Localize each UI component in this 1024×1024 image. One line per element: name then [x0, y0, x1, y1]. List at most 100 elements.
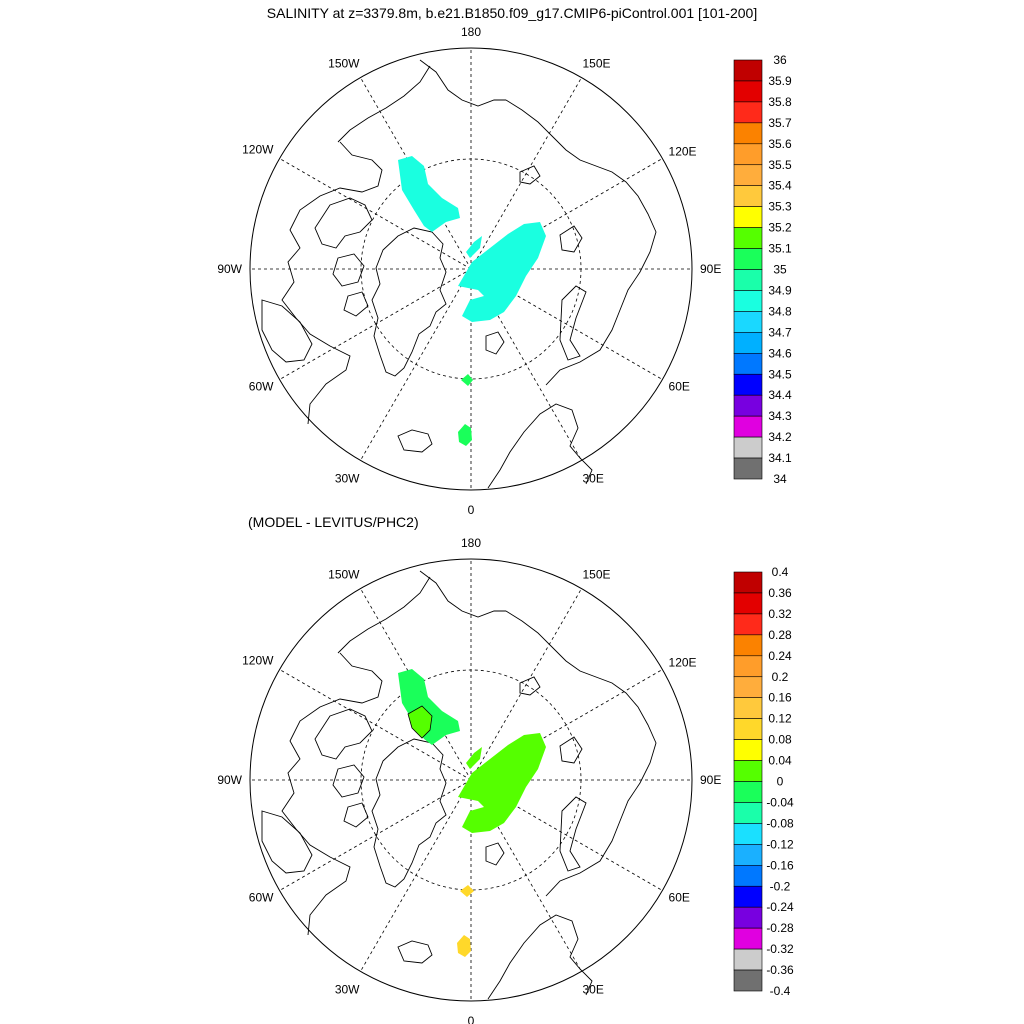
- alaska-chukotka-coast: [419, 59, 506, 107]
- meridian-lon-60w: [279, 779, 472, 891]
- colorbar-swatch: [733, 290, 763, 312]
- colorbar-swatch: [733, 206, 763, 228]
- colorbar-label: 34.1: [768, 451, 792, 465]
- colorbar-label: -0.24: [766, 900, 794, 914]
- latitude-circle-80n: [360, 669, 582, 891]
- canadian-archipelago: [314, 197, 373, 317]
- colorbar-swatch: [733, 80, 763, 103]
- eurasian-basin-deep-water: [458, 222, 546, 322]
- colorbar-swatch: [733, 332, 763, 354]
- new-siberian-islands: [519, 676, 541, 696]
- label-lon-120w: 120W: [242, 654, 274, 668]
- label-lon-0: 0: [468, 1014, 475, 1024]
- longitude-labels: 180 150E 120E 90E 60E 30E 0 30W 60W 90W 120W 150W: [217, 25, 721, 517]
- label-lon-150w: 150W: [328, 56, 360, 70]
- colorbar-label: 34.6: [768, 346, 792, 360]
- colorbar-swatch: [733, 592, 763, 615]
- colorbar-label: 36: [773, 53, 787, 67]
- colorbar-swatch: [733, 697, 763, 719]
- iceland: [397, 429, 433, 453]
- iceland: [397, 940, 433, 964]
- colorbar-swatch: [733, 844, 763, 866]
- canadian-archipelago: [314, 708, 373, 828]
- colorbar-swatch: [733, 185, 763, 207]
- land-outlines: [261, 570, 657, 1000]
- colorbar-swatch: [733, 906, 763, 929]
- svalbard: [485, 331, 505, 355]
- colorbar-swatch: [733, 676, 763, 699]
- colorbar-swatch: [733, 415, 763, 438]
- colorbar-label: 0.32: [768, 607, 792, 621]
- colorbar-label: 34.8: [768, 304, 792, 318]
- colorbar-label: 0.24: [768, 649, 792, 663]
- colorbar-label: 34.7: [768, 325, 792, 339]
- colorbar-label: -0.36: [766, 963, 794, 977]
- colorbar-label: -0.04: [766, 795, 794, 809]
- colorbar-label: 35.4: [768, 179, 792, 193]
- colorbar-swatch: [733, 613, 763, 636]
- difference-panel: 180 150E 120E 90E 60E 30E 0 30W 60W 90W 120W 150W 0…: [217, 536, 794, 1024]
- colorbar-swatch: [733, 373, 763, 396]
- siberia-coast: [505, 610, 657, 897]
- data-regions: [398, 669, 546, 957]
- label-lon-120w: 120W: [242, 143, 274, 157]
- canada-basin-inner-anomaly: [407, 705, 433, 739]
- north-america-coast: [281, 652, 383, 936]
- colorbar-swatch: [733, 802, 763, 824]
- colorbar-swatch: [733, 143, 763, 166]
- label-lon-150e: 150E: [583, 56, 611, 70]
- label-lon-90w: 90W: [217, 773, 242, 787]
- colorbar-swatch: [733, 969, 763, 992]
- meridian-lon-60w: [279, 268, 472, 380]
- difference-panel-title: (MODEL - LEVITUS/PHC2): [248, 514, 419, 530]
- colorbar-swatch: [733, 59, 763, 82]
- colorbar-label: 0.2: [772, 670, 789, 684]
- salinity-panel: 180 150E 120E 90E 60E 30E 0 30W 60W 90W 120W 150W 3…: [217, 25, 792, 517]
- alaska-chukotka-coast: [419, 570, 506, 618]
- colorbar-label: 35.3: [768, 200, 792, 214]
- colorbar-swatch: [733, 227, 763, 249]
- colorbar-label: 34.3: [768, 409, 792, 423]
- colorbar-label: 35.1: [768, 242, 792, 256]
- colorbar-swatch: [733, 457, 763, 480]
- colorbar-swatch: [733, 122, 763, 145]
- longitude-labels: 180 150E 120E 90E 60E 30E 0 30W 60W 90W 120W 150W: [217, 536, 721, 1024]
- novaya-zemlya: [559, 285, 587, 361]
- colorbar-swatch: [733, 436, 763, 459]
- colorbar-swatch: [733, 864, 763, 887]
- land-outlines: [261, 59, 657, 489]
- hudson-bay: [261, 299, 313, 363]
- label-lon-180: 180: [461, 25, 481, 39]
- label-lon-0: 0: [468, 503, 475, 517]
- colorbar-swatch: [733, 571, 763, 594]
- colorbar-swatch: [733, 948, 763, 971]
- label-lon-90e: 90E: [700, 262, 721, 276]
- colorbar-label: 34.5: [768, 367, 792, 381]
- label-lon-90w: 90W: [217, 262, 242, 276]
- colorbar-swatch: [733, 823, 763, 845]
- alaska-north-coast: [337, 65, 431, 143]
- novaya-zemlya: [559, 796, 587, 872]
- difference-colorbar: 0.4 0.36 0.32 0.28 0.24 0.2 0.16 0.12 0.08 0.04 0 -…: [733, 565, 794, 998]
- colorbar-swatch: [733, 718, 763, 740]
- label-lon-30w: 30W: [335, 472, 360, 486]
- label-lon-60w: 60W: [249, 380, 274, 394]
- salinity-colorbar: 36 35.9 35.8 35.7 35.6 35.5 35.4 35.3 35.2 35.1 35…: [733, 53, 792, 486]
- figure-title: SALINITY at z=3379.8m, b.e21.B1850.f09_g…: [267, 5, 757, 21]
- label-lon-150w: 150W: [328, 567, 360, 581]
- meridian-lon-30w: [360, 779, 472, 972]
- meridian-lon-120w: [279, 158, 472, 270]
- label-lon-150e: 150E: [583, 567, 611, 581]
- colorbar-label: -0.16: [766, 858, 794, 872]
- meridian-lon-120w: [279, 669, 472, 781]
- fram-strait-deep-water: [461, 374, 473, 386]
- label-lon-30e: 30E: [583, 983, 604, 997]
- label-lon-30e: 30E: [583, 472, 604, 486]
- colorbar-label: 0.08: [768, 733, 792, 747]
- eurasian-basin-anomaly: [458, 733, 546, 833]
- colorbar-label: 0.04: [768, 754, 792, 768]
- hudson-bay: [261, 810, 313, 874]
- colorbar-label: 35: [773, 263, 787, 277]
- svalbard: [485, 842, 505, 866]
- colorbar-swatch: [733, 655, 763, 678]
